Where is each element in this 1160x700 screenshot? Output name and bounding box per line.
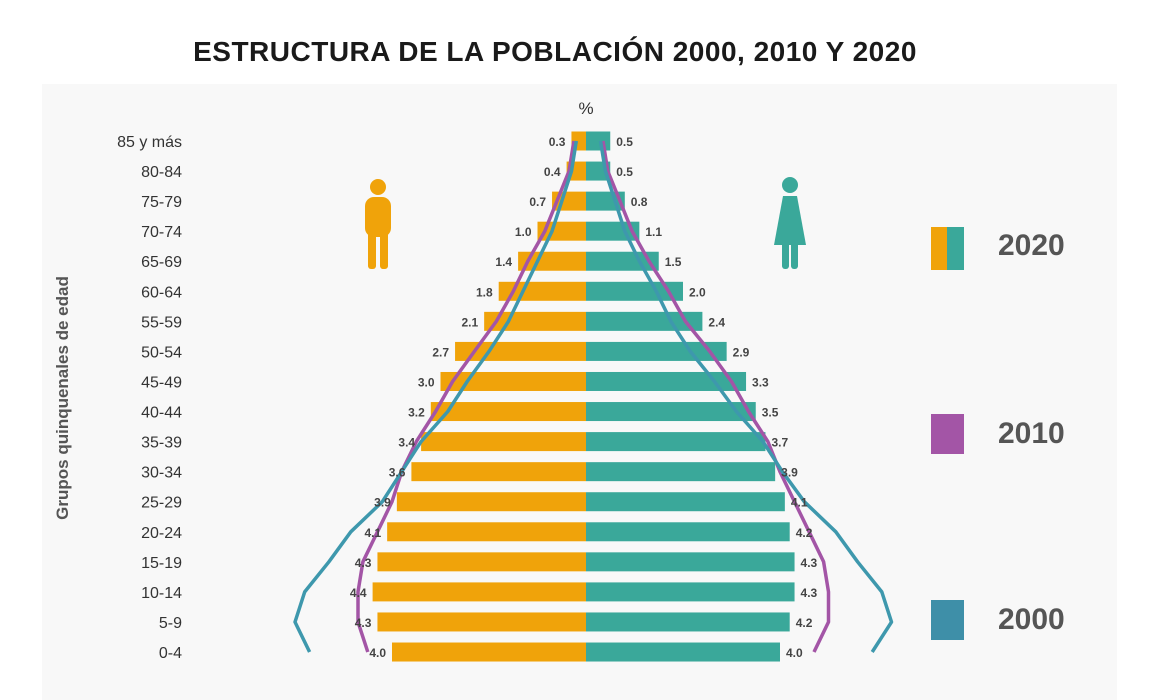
female-person-icon (774, 177, 806, 269)
line-2010-female (601, 140, 831, 653)
age-group-label: 85 y más (117, 134, 182, 151)
legend-swatch-2000 (931, 600, 964, 640)
value-label-female: 4.3 (801, 586, 818, 600)
bar-female-0-4 (586, 642, 780, 662)
value-label-female: 3.9 (781, 466, 798, 480)
value-label-male: 4.4 (350, 586, 367, 600)
value-label-female: 1.1 (645, 225, 662, 239)
age-group-label: 40-44 (141, 405, 182, 422)
line-2010-male (356, 140, 576, 653)
value-label-female: 4.2 (796, 526, 813, 540)
value-label-male: 3.9 (374, 496, 391, 510)
value-label-male: 3.6 (389, 466, 406, 480)
bar-female-50-54 (586, 341, 727, 361)
age-group-label: 55-59 (141, 314, 182, 331)
value-label-male: 1.0 (515, 225, 532, 239)
male-person-icon (365, 179, 391, 269)
bar-female-15-19 (586, 552, 795, 572)
age-group-label: 35-39 (141, 435, 182, 452)
legend-label-2000: 2000 (998, 603, 1065, 636)
x-axis-unit: % (578, 99, 593, 118)
age-group-label: 5-9 (159, 615, 182, 632)
value-label-female: 0.5 (616, 135, 633, 149)
age-group-label: 80-84 (141, 164, 182, 181)
age-group-label: 75-79 (141, 194, 182, 211)
value-label-female: 2.9 (733, 345, 750, 359)
value-label-male: 4.1 (364, 526, 381, 540)
value-label-female: 3.7 (771, 436, 788, 450)
legend-swatch-2020 (931, 227, 964, 270)
value-label-male: 4.3 (355, 556, 372, 570)
bar-female-30-34 (586, 462, 776, 482)
bar-male-25-29 (396, 492, 586, 512)
value-label-male: 0.4 (544, 165, 561, 179)
bar-female-10-14 (586, 582, 795, 602)
age-group-label: 15-19 (141, 555, 182, 572)
bar-female-40-44 (586, 402, 756, 422)
value-label-male: 1.4 (495, 255, 512, 269)
female-bars-2020 (586, 131, 795, 662)
bar-female-25-29 (586, 492, 785, 512)
value-label-female: 2.4 (708, 315, 725, 329)
value-label-male: 2.1 (461, 315, 478, 329)
bar-male-10-14 (372, 582, 586, 602)
age-group-label: 20-24 (141, 525, 182, 542)
y-axis-title: Grupos quinquenales de edad (53, 276, 72, 520)
value-label-female: 3.3 (752, 375, 769, 389)
bar-male-50-54 (455, 341, 586, 361)
bar-male-45-49 (440, 371, 586, 391)
age-group-label: 60-64 (141, 284, 182, 301)
value-label-female: 4.1 (791, 496, 808, 510)
bar-male-30-34 (411, 462, 586, 482)
age-group-label: 10-14 (141, 585, 182, 602)
value-label-female: 1.5 (665, 255, 682, 269)
age-group-label: 25-29 (141, 495, 182, 512)
bar-female-5-9 (586, 612, 790, 632)
value-label-female: 0.8 (631, 195, 648, 209)
value-label-female: 4.2 (796, 616, 813, 630)
value-label-male: 1.8 (476, 285, 493, 299)
bar-male-5-9 (377, 612, 586, 632)
value-label-male: 2.7 (432, 345, 449, 359)
bar-male-15-19 (377, 552, 586, 572)
value-label-male: 4.3 (355, 616, 372, 630)
outline-series (293, 140, 894, 653)
bar-male-40-44 (430, 402, 586, 422)
chart-title: ESTRUCTURA DE LA POBLACIÓN 2000, 2010 Y … (193, 36, 917, 67)
line-2000-male (293, 140, 579, 653)
age-group-label: 65-69 (141, 254, 182, 271)
legend-swatch-2010 (931, 414, 964, 454)
value-label-male: 3.2 (408, 406, 425, 420)
age-group-label: 0-4 (159, 645, 182, 662)
legend-label-2020: 2020 (998, 229, 1065, 262)
value-label-female: 4.0 (786, 646, 803, 660)
bar-male-20-24 (387, 522, 586, 542)
bar-male-35-39 (421, 432, 586, 452)
line-2000-female (598, 140, 894, 653)
value-label-female: 2.0 (689, 285, 706, 299)
bar-female-20-24 (586, 522, 790, 542)
legend-label-2010: 2010 (998, 417, 1065, 450)
age-group-label: 30-34 (141, 465, 182, 482)
age-group-label: 50-54 (141, 344, 182, 361)
value-label-male: 3.4 (398, 436, 415, 450)
bar-male-0-4 (392, 642, 586, 662)
value-label-male: 3.0 (418, 375, 435, 389)
age-group-label: 45-49 (141, 374, 182, 391)
value-label-male: 0.3 (549, 135, 566, 149)
value-label-female: 0.5 (616, 165, 633, 179)
value-labels: 0.3 0.5 0.4 0.5 0.7 0.8 1.0 1.1 1.4 1.5 1.8 2.0 2.1 2… (350, 135, 818, 660)
value-label-female: 4.3 (801, 556, 818, 570)
bar-female-45-49 (586, 371, 747, 391)
age-group-label: 70-74 (141, 224, 182, 241)
age-group-labels: 85 y más 80-84 75-79 70-74 65-69 60-64 55-59 50… (117, 134, 182, 662)
bar-female-85 y más (586, 131, 611, 151)
value-label-male: 0.7 (529, 195, 546, 209)
value-label-male: 4.0 (369, 646, 386, 660)
bar-female-35-39 (586, 432, 766, 452)
value-label-female: 3.5 (762, 406, 779, 420)
